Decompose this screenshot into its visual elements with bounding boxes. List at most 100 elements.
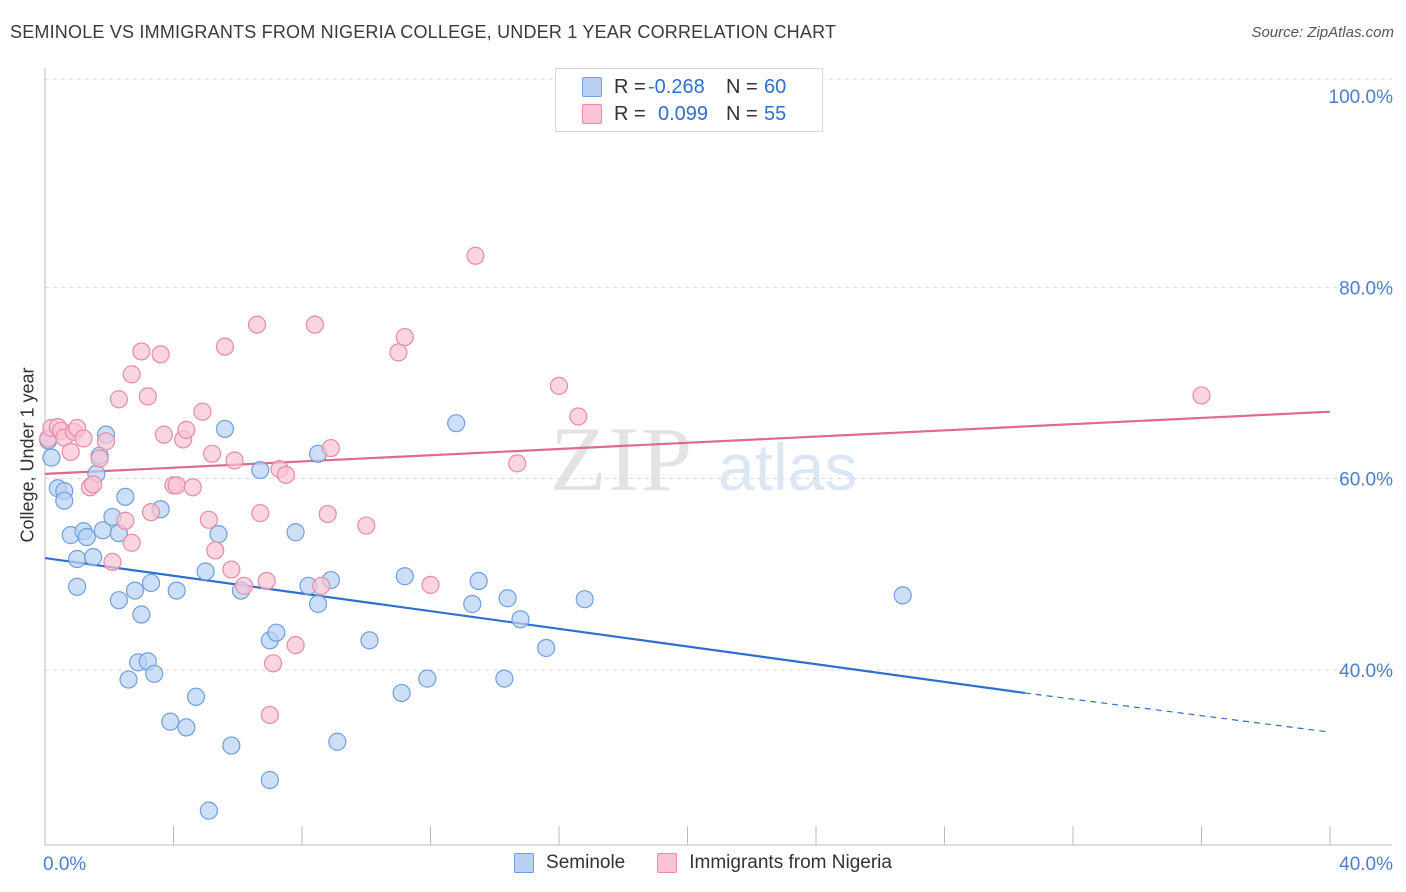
seminole-point — [286, 523, 305, 542]
legend-n-label: N = — [726, 102, 758, 125]
seminole-point — [116, 487, 135, 506]
nigeria-point — [61, 442, 80, 461]
nigeria-point — [357, 516, 376, 535]
seminole-point — [495, 669, 514, 688]
seminole-point — [308, 594, 328, 614]
watermark-atlas: atlas — [718, 430, 857, 504]
seminole-point — [84, 548, 103, 567]
seminole-point — [498, 589, 517, 608]
seminole-trend-line — [44, 556, 1025, 695]
nigeria-point — [395, 327, 414, 347]
seminole-point — [125, 581, 145, 600]
nigeria-point — [276, 465, 296, 484]
nigeria-point — [260, 705, 279, 725]
scatter-points — [39, 246, 1211, 820]
nigeria-point — [154, 425, 173, 444]
watermark: ZIP atlas — [550, 408, 857, 510]
series-legend: Seminole Immigrants from Nigeria — [0, 852, 1406, 874]
nigeria-point — [151, 345, 170, 364]
seminole-point — [68, 549, 87, 569]
legend-r-label: R = — [614, 75, 646, 98]
legend-swatch-seminole — [582, 77, 602, 97]
nigeria-point — [318, 504, 337, 524]
legend-r-value: 0.099 — [658, 102, 709, 125]
chart-title: SEMINOLE VS IMMIGRANTS FROM NIGERIA COLL… — [10, 22, 837, 42]
seminole-point — [447, 414, 466, 433]
nigeria-point — [263, 654, 283, 673]
nigeria-point — [389, 343, 408, 362]
nigeria-point — [235, 576, 254, 595]
legend-r-label: R = — [614, 102, 646, 125]
nigeria-point — [167, 476, 186, 495]
nigeria-point — [199, 510, 218, 529]
nigeria-point — [193, 402, 212, 421]
nigeria-point — [74, 429, 93, 448]
nigeria-point — [138, 387, 157, 406]
nigeria-point — [312, 576, 331, 595]
seminole-point — [267, 623, 286, 642]
legend-row-seminole: R = -0.268 N = 60 — [582, 75, 786, 99]
nigeria-point — [116, 511, 135, 530]
seminole-point — [167, 581, 186, 600]
seminole-point — [77, 527, 96, 547]
seminole-point — [328, 732, 347, 751]
nigeria-point — [96, 432, 116, 451]
nigeria-point — [132, 342, 151, 361]
legend-item-nigeria[interactable]: Immigrants from Nigeria — [657, 852, 892, 874]
nigeria-point — [202, 444, 222, 463]
seminole-point — [469, 571, 488, 591]
nigeria-point — [569, 407, 588, 426]
source-label: Source: ZipAtlas.com — [1251, 24, 1394, 41]
x-tick-label: 0.0% — [43, 854, 86, 875]
nigeria-point — [90, 449, 109, 468]
nigeria-point — [508, 454, 527, 473]
seminole-point — [161, 712, 180, 731]
nigeria-point — [257, 571, 276, 591]
nigeria-point — [215, 337, 234, 356]
y-tick-label: 80.0% — [1339, 278, 1393, 299]
seminole-point — [42, 448, 61, 467]
seminole-point — [511, 610, 530, 629]
legend-n-label: N = — [726, 75, 758, 98]
seminole-point — [109, 591, 128, 610]
nigeria-point — [141, 503, 161, 522]
nigeria-point — [84, 475, 103, 494]
seminole-point — [186, 687, 206, 706]
nigeria-point — [222, 560, 241, 579]
seminole-point — [260, 770, 279, 790]
seminole-point — [222, 736, 241, 755]
legend-row-nigeria: R = 0.099 N = 55 — [582, 102, 786, 126]
seminole-point — [360, 631, 379, 650]
nigeria-point — [549, 376, 569, 395]
nigeria-point — [466, 246, 485, 265]
nigeria-point — [251, 504, 270, 523]
nigeria-point — [122, 365, 141, 384]
seminole-point — [395, 567, 414, 586]
y-axis-label: College, Under 1 year — [17, 367, 38, 543]
seminole-point — [463, 594, 482, 614]
y-tick-label: 100.0% — [1329, 87, 1394, 108]
seminole-point — [575, 590, 594, 609]
seminole-point — [537, 638, 556, 658]
y-tick-label: 60.0% — [1339, 470, 1393, 491]
legend-item-seminole[interactable]: Seminole — [514, 852, 625, 874]
nigeria-point — [286, 636, 305, 655]
nigeria-point — [321, 438, 341, 458]
nigeria-point — [247, 315, 267, 334]
legend-n-value: 60 — [764, 75, 787, 98]
legend-swatch-nigeria — [657, 853, 678, 873]
seminole-point — [209, 525, 228, 544]
nigeria-point — [206, 541, 225, 560]
seminole-point — [392, 683, 411, 703]
legend-swatch-seminole — [514, 853, 535, 873]
nigeria-point — [421, 575, 440, 594]
tick-labels: 100.0% 80.0% 60.0% 40.0% 0.0% 40.0% — [43, 87, 1393, 875]
nigeria-point — [225, 451, 244, 470]
seminole-point — [132, 605, 151, 624]
seminole-point — [145, 664, 164, 683]
seminole-point — [141, 573, 161, 593]
seminole-point — [196, 562, 215, 581]
nigeria-point — [122, 533, 141, 552]
nigeria-point — [177, 420, 196, 439]
